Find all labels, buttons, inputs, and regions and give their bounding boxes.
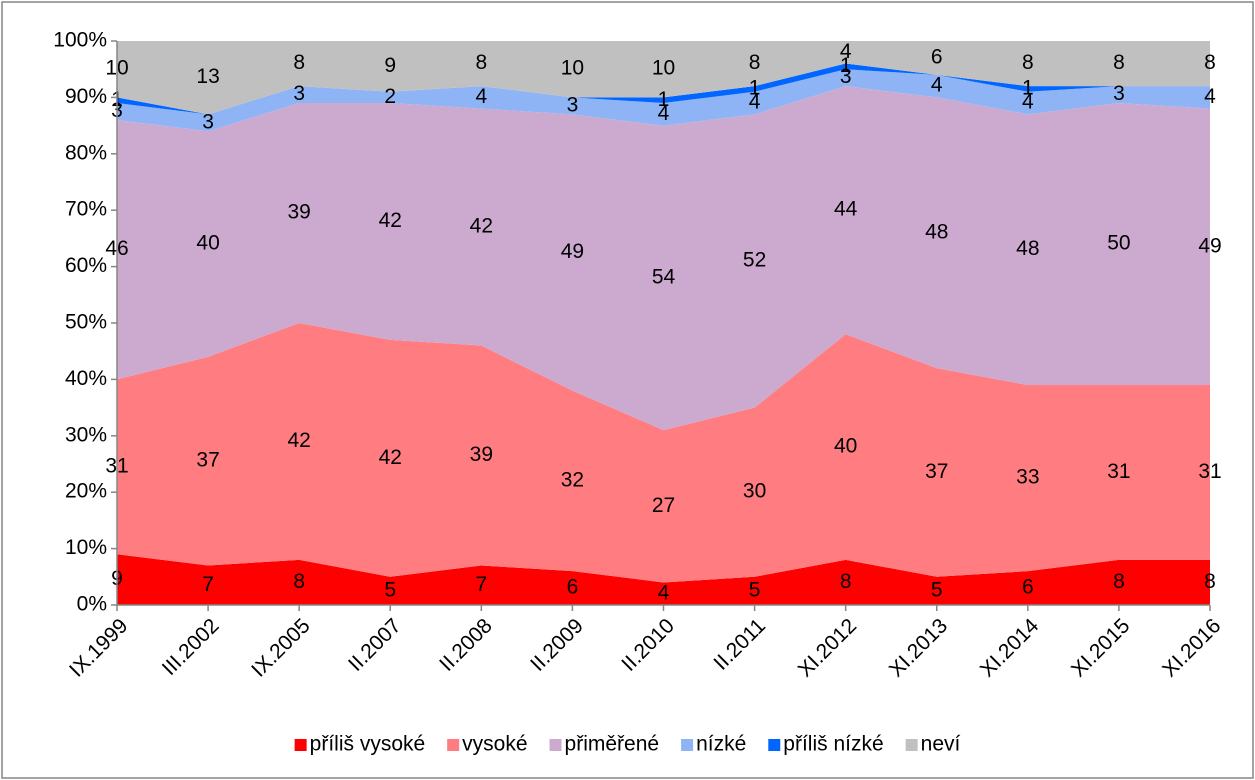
data-label: 39 bbox=[287, 201, 310, 224]
legend-swatch bbox=[681, 739, 694, 751]
data-label: 27 bbox=[652, 494, 675, 517]
data-label: 31 bbox=[1198, 460, 1221, 483]
data-label: 8 bbox=[1113, 51, 1125, 74]
data-label: 1 bbox=[658, 88, 670, 111]
legend-label: nízké bbox=[696, 733, 746, 756]
y-tick-label: 60% bbox=[65, 254, 107, 277]
data-label: 4 bbox=[931, 74, 943, 97]
data-label: 7 bbox=[202, 573, 214, 596]
data-label: 6 bbox=[1022, 576, 1034, 599]
data-label: 44 bbox=[834, 198, 858, 221]
data-label: 37 bbox=[196, 449, 219, 472]
legend-swatch bbox=[549, 739, 562, 751]
data-label: 3 bbox=[293, 82, 305, 105]
y-tick-label: 0% bbox=[77, 593, 107, 616]
data-label: 8 bbox=[1204, 51, 1216, 74]
area bbox=[117, 554, 1210, 605]
area bbox=[117, 69, 1210, 132]
data-label: 4 bbox=[1022, 91, 1034, 114]
data-label: 7 bbox=[475, 573, 487, 596]
legend-swatch bbox=[768, 739, 781, 751]
data-label: 32 bbox=[561, 468, 584, 491]
data-label: 4 bbox=[749, 91, 761, 114]
legend-swatch bbox=[294, 739, 307, 751]
data-label: 50 bbox=[1107, 232, 1130, 255]
data-label: 4 bbox=[1204, 85, 1216, 108]
data-label: 2 bbox=[384, 85, 396, 108]
data-label: 5 bbox=[384, 578, 396, 601]
legend-label: příliš nízké bbox=[783, 733, 883, 756]
data-label: 49 bbox=[1198, 234, 1221, 257]
data-label: 4 bbox=[658, 102, 670, 125]
data-label: 1 bbox=[1022, 76, 1034, 99]
data-label: 4 bbox=[658, 581, 670, 604]
data-label: 31 bbox=[1107, 460, 1130, 483]
data-label: 5 bbox=[931, 578, 943, 601]
data-label: 42 bbox=[287, 429, 310, 452]
y-tick-label: 50% bbox=[65, 311, 107, 334]
legend-label: přiměřené bbox=[565, 733, 660, 756]
legend-label: vysoké bbox=[462, 733, 527, 756]
data-label: 10 bbox=[561, 57, 584, 80]
data-label: 8 bbox=[293, 570, 305, 593]
data-label: 54 bbox=[652, 265, 676, 288]
data-label: 4 bbox=[840, 40, 852, 63]
data-label: 42 bbox=[379, 209, 402, 232]
data-label: 8 bbox=[749, 51, 761, 74]
data-label: 39 bbox=[470, 443, 493, 466]
legend-swatch bbox=[905, 739, 918, 751]
data-label: 3 bbox=[567, 93, 579, 116]
y-tick-label: 10% bbox=[65, 536, 107, 559]
y-tick-label: 80% bbox=[65, 141, 107, 164]
area bbox=[117, 323, 1210, 583]
data-label: 8 bbox=[1022, 51, 1034, 74]
data-label: 5 bbox=[749, 578, 761, 601]
data-label: 30 bbox=[743, 480, 766, 503]
data-label: 40 bbox=[834, 435, 857, 458]
data-label: 8 bbox=[475, 51, 487, 74]
data-label: 8 bbox=[1113, 570, 1125, 593]
y-tick-label: 40% bbox=[65, 367, 107, 390]
data-label: 10 bbox=[652, 57, 675, 80]
data-label: 52 bbox=[743, 249, 766, 272]
y-tick-label: 90% bbox=[65, 85, 107, 108]
data-label: 1 bbox=[840, 54, 852, 77]
legend-label: příliš vysoké bbox=[310, 733, 426, 756]
data-label: 8 bbox=[840, 570, 852, 593]
area bbox=[117, 41, 1210, 115]
data-label: 1 bbox=[749, 76, 761, 99]
data-label: 13 bbox=[196, 65, 219, 88]
data-label: 8 bbox=[293, 51, 305, 74]
legend-label: neví bbox=[921, 733, 961, 756]
y-tick-label: 70% bbox=[65, 198, 107, 221]
legend-swatch bbox=[447, 739, 460, 751]
data-label: 42 bbox=[379, 446, 402, 469]
data-label: 40 bbox=[196, 232, 219, 255]
data-label: 6 bbox=[567, 576, 579, 599]
data-label: 48 bbox=[1016, 237, 1039, 260]
data-label: 9 bbox=[384, 54, 396, 77]
data-label: 8 bbox=[1204, 570, 1216, 593]
data-label: 48 bbox=[925, 220, 948, 243]
data-label: 3 bbox=[202, 110, 214, 133]
data-label: 49 bbox=[561, 240, 584, 263]
data-label: 42 bbox=[470, 215, 493, 238]
data-label: 4 bbox=[475, 85, 487, 108]
data-label: 33 bbox=[1016, 466, 1039, 489]
data-label: 6 bbox=[931, 45, 943, 68]
data-label: 3 bbox=[1113, 82, 1125, 105]
data-label: 37 bbox=[925, 460, 948, 483]
y-tick-label: 20% bbox=[65, 480, 107, 503]
area bbox=[117, 86, 1210, 431]
data-label: 3 bbox=[840, 65, 852, 88]
y-tick-label: 30% bbox=[65, 423, 107, 446]
legend: příliš vysoké vysoké přiměřené nízké příliš … bbox=[294, 733, 961, 756]
y-tick-label: 100% bbox=[53, 29, 107, 52]
